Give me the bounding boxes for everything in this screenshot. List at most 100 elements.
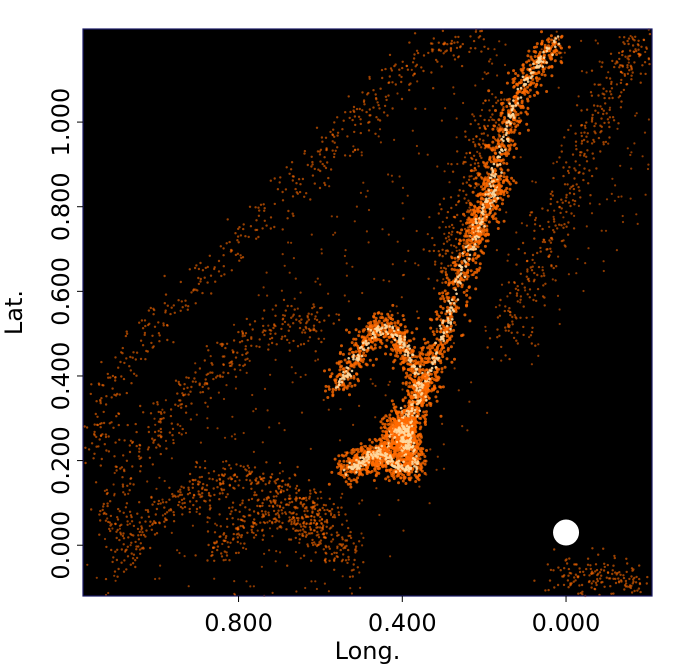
data-point-bright — [416, 415, 419, 418]
data-point — [334, 381, 338, 385]
data-point-bright — [346, 373, 350, 376]
data-point-bright — [434, 365, 438, 369]
data-point-bright — [474, 237, 478, 241]
data-point — [425, 390, 429, 394]
data-point — [426, 385, 430, 389]
data-point — [152, 520, 156, 523]
data-point — [253, 466, 257, 469]
data-point-bright — [364, 342, 368, 345]
data-point — [484, 165, 488, 169]
data-point — [148, 524, 151, 528]
data-point — [384, 477, 388, 481]
data-point — [496, 204, 500, 208]
data-point — [491, 62, 494, 65]
data-point — [338, 459, 342, 463]
data-point — [223, 467, 227, 471]
data-point — [465, 300, 469, 304]
data-point — [130, 541, 133, 544]
data-point — [388, 468, 392, 472]
data-point-bright — [367, 341, 370, 345]
data-point — [455, 249, 458, 252]
data-point — [573, 214, 576, 217]
data-point — [116, 575, 119, 578]
data-point — [299, 291, 302, 294]
data-point — [451, 280, 455, 284]
data-point — [476, 200, 480, 204]
data-point — [410, 390, 414, 394]
data-point — [197, 490, 200, 493]
data-point-bright — [345, 370, 348, 373]
data-point — [265, 461, 268, 464]
data-point — [358, 571, 361, 574]
data-point — [419, 417, 423, 420]
data-point — [377, 471, 381, 475]
data-point — [439, 318, 443, 322]
data-point — [137, 534, 140, 537]
data-point — [424, 341, 427, 345]
data-point — [438, 352, 442, 356]
data-point-bright — [397, 433, 401, 436]
data-point — [341, 523, 344, 526]
data-point — [386, 475, 390, 479]
data-point — [305, 499, 308, 502]
data-point — [402, 358, 406, 362]
data-point — [451, 296, 455, 300]
data-point — [405, 457, 409, 461]
data-point — [184, 393, 187, 396]
data-point — [102, 421, 106, 425]
data-point — [257, 294, 260, 297]
data-point — [198, 506, 202, 509]
data-point — [417, 316, 421, 319]
data-point-bright — [523, 78, 526, 82]
data-point-bright — [496, 163, 499, 167]
data-point — [345, 451, 349, 455]
data-point — [157, 499, 161, 503]
data-point — [435, 468, 438, 471]
data-point — [183, 555, 186, 558]
data-point — [415, 406, 419, 409]
data-point — [537, 343, 540, 346]
data-point — [442, 278, 445, 281]
data-point — [473, 252, 477, 255]
data-point — [590, 212, 594, 215]
data-point — [134, 540, 137, 544]
data-point — [471, 190, 475, 194]
data-point — [268, 426, 271, 429]
data-point — [286, 488, 289, 491]
data-point — [452, 321, 456, 325]
data-point — [475, 184, 478, 187]
data-point — [527, 59, 531, 63]
data-point — [378, 345, 382, 349]
data-point — [325, 552, 328, 555]
data-point-bright — [397, 328, 400, 332]
data-point — [356, 476, 360, 480]
data-point-bright — [350, 369, 354, 373]
data-point-bright — [552, 39, 556, 42]
data-point — [187, 488, 190, 491]
data-point — [127, 492, 130, 495]
data-point — [494, 306, 498, 309]
data-point-bright — [464, 245, 468, 249]
data-point — [396, 240, 399, 243]
data-point — [294, 550, 297, 554]
data-point-bright — [442, 331, 445, 334]
data-point — [462, 101, 465, 105]
data-point — [337, 472, 341, 475]
data-point — [513, 142, 517, 146]
data-point — [427, 396, 431, 400]
data-point-bright — [340, 380, 344, 384]
data-point — [441, 346, 444, 349]
data-point — [179, 491, 182, 494]
data-point-bright — [393, 338, 397, 342]
data-point — [391, 366, 395, 370]
data-point — [347, 360, 351, 363]
data-point — [341, 536, 344, 539]
data-point-bright — [347, 357, 351, 360]
data-point — [246, 464, 249, 467]
data-point — [401, 399, 405, 403]
data-point — [379, 340, 383, 344]
data-point — [393, 321, 397, 325]
data-point — [394, 425, 398, 429]
data-point — [509, 143, 513, 147]
data-point — [547, 66, 551, 70]
